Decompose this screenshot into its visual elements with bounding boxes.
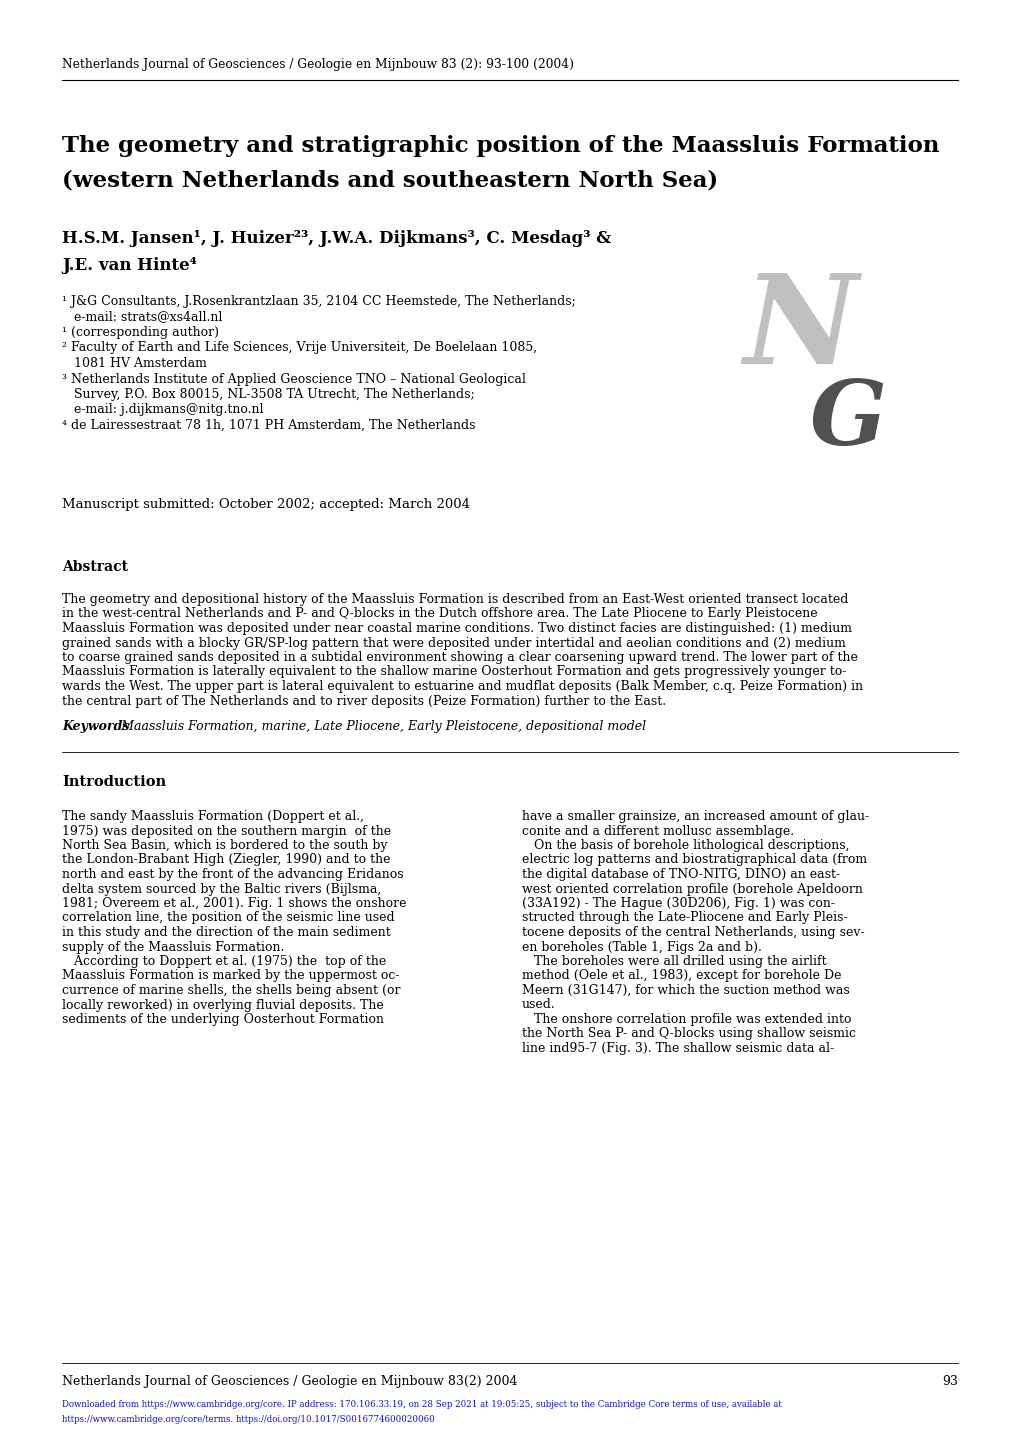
Text: The sandy Maassluis Formation (Doppert et al.,: The sandy Maassluis Formation (Doppert e…: [62, 809, 364, 824]
Text: Survey, P.O. Box 80015, NL-3508 TA Utrecht, The Netherlands;: Survey, P.O. Box 80015, NL-3508 TA Utrec…: [62, 388, 474, 400]
Text: 1975) was deposited on the southern margin  of the: 1975) was deposited on the southern marg…: [62, 825, 390, 838]
Text: (33A192) - The Hague (30D206), Fig. 1) was con-: (33A192) - The Hague (30D206), Fig. 1) w…: [522, 897, 835, 909]
Text: ³ Netherlands Institute of Applied Geoscience TNO – National Geological: ³ Netherlands Institute of Applied Geosc…: [62, 372, 526, 386]
Text: delta system sourced by the Baltic rivers (Bijlsma,: delta system sourced by the Baltic river…: [62, 882, 381, 895]
Text: conite and a different mollusc assemblage.: conite and a different mollusc assemblag…: [522, 825, 794, 838]
Text: The boreholes were all drilled using the airlift: The boreholes were all drilled using the…: [522, 955, 825, 968]
Text: method (Oele et al., 1983), except for borehole De: method (Oele et al., 1983), except for b…: [522, 970, 841, 982]
Text: wards the West. The upper part is lateral equivalent to estuarine and mudflat de: wards the West. The upper part is latera…: [62, 681, 862, 694]
Text: Meern (31G147), for which the suction method was: Meern (31G147), for which the suction me…: [522, 984, 849, 997]
Text: Maassluis Formation is marked by the uppermost oc-: Maassluis Formation is marked by the upp…: [62, 970, 399, 982]
Text: in the west-central Netherlands and P- and Q-blocks in the Dutch offshore area. : in the west-central Netherlands and P- a…: [62, 608, 817, 621]
Text: ⁴ de Lairessestraat 78 1h, 1071 PH Amsterdam, The Netherlands: ⁴ de Lairessestraat 78 1h, 1071 PH Amste…: [62, 419, 475, 432]
Text: According to Doppert et al. (1975) the  top of the: According to Doppert et al. (1975) the t…: [62, 955, 386, 968]
Text: 1981; Overeem et al., 2001). Fig. 1 shows the onshore: 1981; Overeem et al., 2001). Fig. 1 show…: [62, 897, 407, 909]
Text: Introduction: Introduction: [62, 775, 166, 789]
Text: west oriented correlation profile (borehole Apeldoorn: west oriented correlation profile (boreh…: [522, 882, 862, 895]
Text: On the basis of borehole lithological descriptions,: On the basis of borehole lithological de…: [522, 839, 849, 852]
Text: The onshore correlation profile was extended into: The onshore correlation profile was exte…: [522, 1012, 851, 1025]
Text: : Maassluis Formation, marine, Late Pliocene, Early Pleistocene, depositional mo: : Maassluis Formation, marine, Late Plio…: [113, 719, 645, 734]
Text: The geometry and depositional history of the Maassluis Formation is described fr: The geometry and depositional history of…: [62, 593, 848, 606]
Text: Maassluis Formation was deposited under near coastal marine conditions. Two dist: Maassluis Formation was deposited under …: [62, 622, 851, 635]
Text: e-mail: strats@xs4all.nl: e-mail: strats@xs4all.nl: [62, 310, 222, 323]
Text: en boreholes (Table 1, Figs 2a and b).: en boreholes (Table 1, Figs 2a and b).: [522, 941, 761, 954]
Text: North Sea Basin, which is bordered to the south by: North Sea Basin, which is bordered to th…: [62, 839, 387, 852]
Text: Keywords: Keywords: [62, 719, 129, 734]
Text: ¹ J&G Consultants, J.Rosenkrantzlaan 35, 2104 CC Heemstede, The Netherlands;: ¹ J&G Consultants, J.Rosenkrantzlaan 35,…: [62, 295, 576, 307]
Text: H.S.M. Jansen¹, J. Huizer²³, J.W.A. Dijkmans³, C. Mesdag³ &: H.S.M. Jansen¹, J. Huizer²³, J.W.A. Dijk…: [62, 230, 610, 247]
Text: have a smaller grainsize, an increased amount of glau-: have a smaller grainsize, an increased a…: [522, 809, 868, 824]
Text: the North Sea P- and Q-blocks using shallow seismic: the North Sea P- and Q-blocks using shal…: [522, 1028, 855, 1041]
Text: the central part of The Netherlands and to river deposits (Peize Formation) furt: the central part of The Netherlands and …: [62, 695, 665, 708]
Text: 1081 HV Amsterdam: 1081 HV Amsterdam: [62, 358, 207, 370]
Text: e-mail: j.dijkmans@nitg.tno.nl: e-mail: j.dijkmans@nitg.tno.nl: [62, 403, 263, 416]
Text: north and east by the front of the advancing Eridanos: north and east by the front of the advan…: [62, 868, 404, 881]
Text: Downloaded from https://www.cambridge.org/core. IP address: 170.106.33.19, on 28: Downloaded from https://www.cambridge.or…: [62, 1400, 781, 1409]
Text: to coarse grained sands deposited in a subtidal environment showing a clear coar: to coarse grained sands deposited in a s…: [62, 651, 857, 664]
Text: grained sands with a blocky GR/SP-log pattern that were deposited under intertid: grained sands with a blocky GR/SP-log pa…: [62, 636, 845, 649]
Text: structed through the Late-Pliocene and Early Pleis-: structed through the Late-Pliocene and E…: [522, 911, 847, 925]
Text: Abstract: Abstract: [62, 561, 127, 573]
Text: G: G: [809, 376, 886, 463]
Text: The geometry and stratigraphic position of the Maassluis Formation: The geometry and stratigraphic position …: [62, 134, 938, 157]
Text: N: N: [742, 269, 856, 390]
Text: Maassluis Formation is laterally equivalent to the shallow marine Oosterhout For: Maassluis Formation is laterally equival…: [62, 665, 846, 678]
Text: Netherlands Journal of Geosciences / Geologie en Mijnbouw 83(2) 2004: Netherlands Journal of Geosciences / Geo…: [62, 1376, 517, 1389]
Text: Netherlands Journal of Geosciences / Geologie en Mijnbouw 83 (2): 93-100 (2004): Netherlands Journal of Geosciences / Geo…: [62, 59, 574, 72]
Text: line ind95-7 (Fig. 3). The shallow seismic data al-: line ind95-7 (Fig. 3). The shallow seism…: [522, 1042, 834, 1055]
Text: supply of the Maassluis Formation.: supply of the Maassluis Formation.: [62, 941, 284, 954]
Text: locally reworked) in overlying fluvial deposits. The: locally reworked) in overlying fluvial d…: [62, 998, 383, 1011]
Text: 93: 93: [942, 1376, 957, 1389]
Text: ¹ (corresponding author): ¹ (corresponding author): [62, 326, 219, 339]
Text: Manuscript submitted: October 2002; accepted: March 2004: Manuscript submitted: October 2002; acce…: [62, 498, 470, 511]
Text: electric log patterns and biostratigraphical data (from: electric log patterns and biostratigraph…: [522, 854, 866, 867]
Text: ² Faculty of Earth and Life Sciences, Vrije Universiteit, De Boelelaan 1085,: ² Faculty of Earth and Life Sciences, Vr…: [62, 342, 537, 355]
Text: used.: used.: [522, 998, 555, 1011]
Text: correlation line, the position of the seismic line used: correlation line, the position of the se…: [62, 911, 394, 925]
Text: in this study and the direction of the main sediment: in this study and the direction of the m…: [62, 927, 390, 940]
Text: tocene deposits of the central Netherlands, using sev-: tocene deposits of the central Netherlan…: [522, 927, 864, 940]
Text: sediments of the underlying Oosterhout Formation: sediments of the underlying Oosterhout F…: [62, 1012, 383, 1025]
Text: J.E. van Hinte⁴: J.E. van Hinte⁴: [62, 257, 197, 275]
Text: currence of marine shells, the shells being absent (or: currence of marine shells, the shells be…: [62, 984, 400, 997]
Text: the London-Brabant High (Ziegler, 1990) and to the: the London-Brabant High (Ziegler, 1990) …: [62, 854, 390, 867]
Text: https://www.cambridge.org/core/terms. https://doi.org/10.1017/S0016774600020060: https://www.cambridge.org/core/terms. ht…: [62, 1416, 434, 1424]
Text: the digital database of TNO-NITG, DINO) an east-: the digital database of TNO-NITG, DINO) …: [522, 868, 840, 881]
Text: (western Netherlands and southeastern North Sea): (western Netherlands and southeastern No…: [62, 170, 717, 192]
